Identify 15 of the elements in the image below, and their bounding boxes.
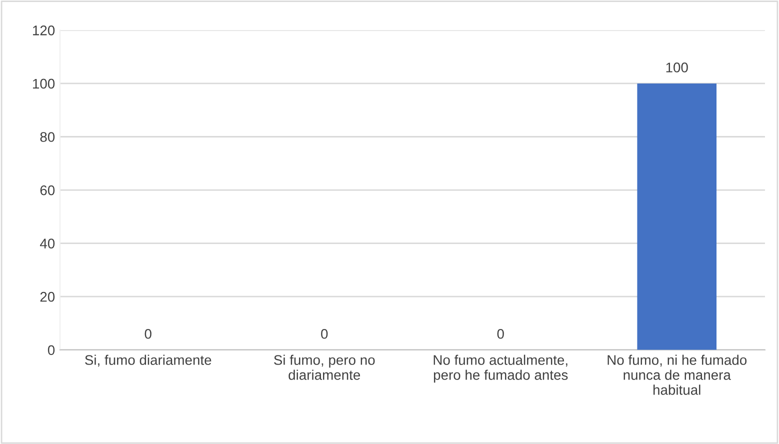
x-tick-label: Si fumo, pero no diariamente <box>274 354 375 380</box>
y-tick-label: 60 <box>40 185 55 196</box>
y-tick-label: 40 <box>40 238 55 248</box>
data-label: 100 <box>666 62 688 72</box>
data-label: 0 <box>144 328 152 339</box>
y-tick-label: 120 <box>33 26 55 36</box>
data-label: 0 <box>497 328 504 339</box>
y-tick-label: 20 <box>40 292 55 302</box>
y-tick-label: 80 <box>40 132 55 142</box>
data-label: 0 <box>321 328 328 339</box>
x-tick-label: No fumo, ni he fumado nunca de manera habitual <box>608 354 747 395</box>
x-tick-label: Si, fumo diariamente <box>85 354 212 367</box>
x-tick-label: No fumo actualmente, pero he fumado antes <box>434 354 568 383</box>
y-tick-label: 0 <box>48 345 55 356</box>
y-tick-label: 100 <box>33 78 55 89</box>
